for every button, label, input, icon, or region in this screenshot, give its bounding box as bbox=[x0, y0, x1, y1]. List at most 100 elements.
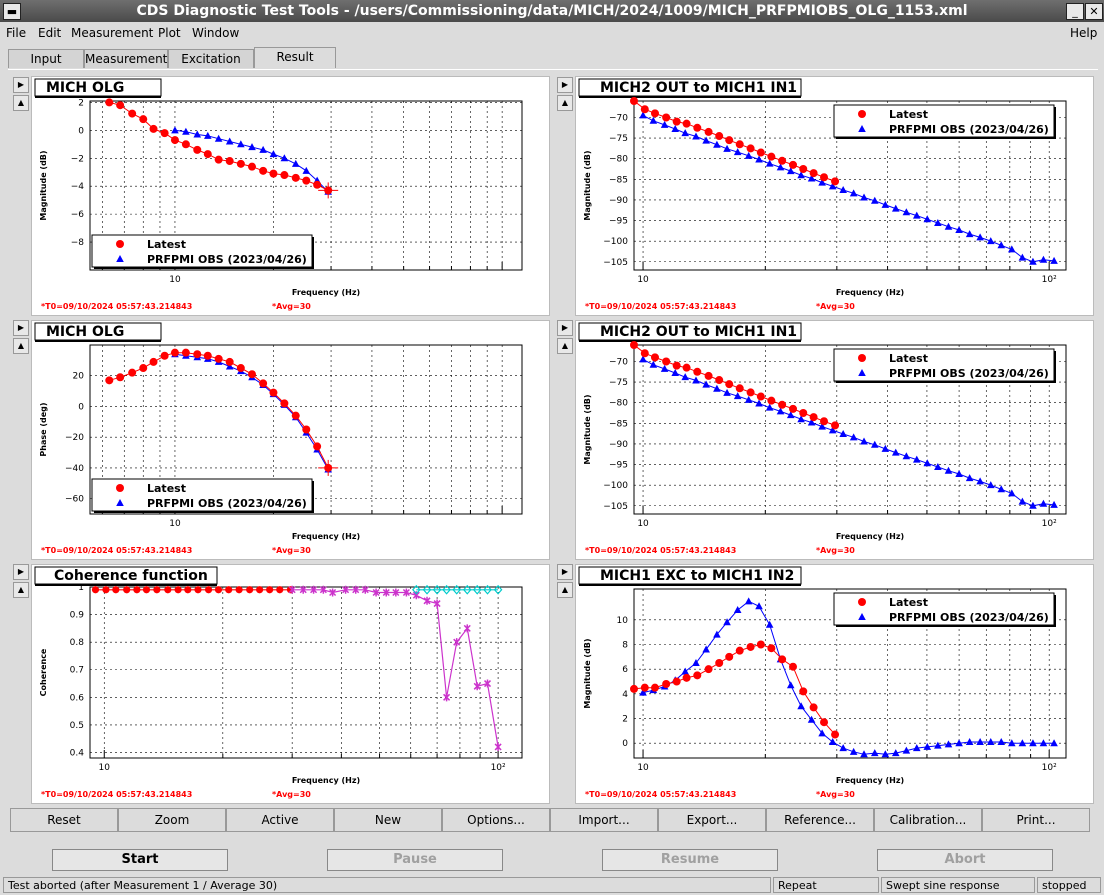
reference-point bbox=[692, 132, 700, 140]
latest-point bbox=[799, 687, 808, 696]
latest-point bbox=[672, 677, 681, 686]
plot4-expand-icon[interactable]: ▶ bbox=[557, 320, 573, 336]
reference-point bbox=[1008, 245, 1016, 253]
legend-shadow bbox=[312, 237, 314, 269]
reference-point bbox=[755, 155, 763, 163]
menu-plot[interactable]: Plot bbox=[158, 26, 181, 40]
reference-series bbox=[639, 597, 1058, 758]
reference-point bbox=[997, 737, 1006, 745]
start-button[interactable]: Start bbox=[52, 849, 228, 871]
active-button[interactable]: Active bbox=[226, 808, 334, 832]
reference-button[interactable]: Reference... bbox=[766, 808, 874, 832]
menu-help[interactable]: Help bbox=[1070, 26, 1098, 40]
plot-mich-olg-phase: 20 0 −20 −40 −60 10 MICH OLG Phase (deg) Frequen… bbox=[34, 322, 523, 555]
plot4-up-icon[interactable]: ▲ bbox=[557, 338, 573, 354]
coherence-point bbox=[361, 585, 369, 594]
latest-point bbox=[170, 136, 179, 145]
plot-mich2-out-mag: −70 −75 −80 −85 −90 −95 −100 −105 10 10² MICH2 OUT… bbox=[578, 78, 1067, 311]
coherence-point bbox=[102, 586, 110, 594]
coherence-point bbox=[493, 584, 503, 595]
reference-point bbox=[1018, 253, 1027, 261]
latest-point bbox=[778, 655, 787, 664]
y-tick-label: 10 bbox=[617, 616, 629, 626]
pause-button[interactable]: Pause bbox=[327, 849, 503, 871]
legend-shadow bbox=[1054, 595, 1056, 627]
new-button[interactable]: New bbox=[334, 808, 442, 832]
latest-point bbox=[725, 380, 734, 389]
latest-point bbox=[809, 703, 818, 712]
y-tick-label: 0 bbox=[622, 739, 628, 749]
tab-input[interactable]: Input bbox=[8, 49, 84, 68]
reference-point bbox=[681, 129, 690, 137]
status-mode: Repeat bbox=[773, 877, 879, 893]
import-button[interactable]: Import... bbox=[550, 808, 658, 832]
plot-frame bbox=[633, 100, 1067, 271]
reference-point bbox=[818, 729, 826, 737]
plot2-up-icon[interactable]: ▲ bbox=[557, 95, 573, 111]
plot-panel-1[interactable]: 2 0 −2 −4 −6 −8 10 MICH OLG Magnitude (dB) Freque… bbox=[31, 76, 550, 316]
y-tick-label: 0 bbox=[78, 126, 84, 136]
latest-point bbox=[778, 156, 787, 165]
tab-result[interactable]: Result bbox=[254, 47, 336, 68]
plot-panel-3[interactable]: 20 0 −20 −40 −60 10 MICH OLG Phase (deg) Frequen… bbox=[31, 320, 550, 560]
latest-series bbox=[105, 348, 339, 476]
print-button[interactable]: Print... bbox=[982, 808, 1090, 832]
plot6-expand-icon[interactable]: ▶ bbox=[557, 564, 573, 580]
resume-button[interactable]: Resume bbox=[602, 849, 778, 871]
reference-point bbox=[965, 230, 974, 238]
options-button[interactable]: Options... bbox=[442, 808, 550, 832]
latest-series bbox=[630, 640, 840, 739]
plot1-up-icon[interactable]: ▲ bbox=[13, 95, 29, 111]
export-button[interactable]: Export... bbox=[658, 808, 766, 832]
plot-title: Coherence function bbox=[54, 568, 208, 584]
coherence-point bbox=[442, 584, 451, 595]
latest-point bbox=[128, 109, 137, 118]
plot5-up-icon[interactable]: ▲ bbox=[13, 582, 29, 598]
plot-panel-2[interactable]: −70 −75 −80 −85 −90 −95 −100 −105 10 10² MICH2 OUT… bbox=[575, 76, 1094, 316]
plot1-expand-icon[interactable]: ▶ bbox=[13, 77, 29, 93]
latest-point bbox=[746, 642, 755, 651]
tab-measurement[interactable]: Measurement bbox=[84, 49, 168, 68]
plot-title-shadow bbox=[579, 96, 801, 98]
menu-window[interactable]: Window bbox=[192, 26, 240, 40]
plot3-up-icon[interactable]: ▲ bbox=[13, 338, 29, 354]
avg-label: *Avg=30 bbox=[272, 302, 311, 311]
status-type: Swept sine response bbox=[881, 877, 1035, 893]
minimize-icon[interactable]: _ bbox=[1066, 3, 1084, 20]
coherence-point bbox=[256, 586, 264, 594]
coherence-point bbox=[422, 584, 432, 595]
reference-point bbox=[681, 667, 690, 675]
plot-panel-5[interactable]: 0.4 0.5 0.6 0.7 0.8 0.9 1 10 10² Coherence functi… bbox=[31, 564, 550, 804]
abort-button[interactable]: Abort bbox=[877, 849, 1053, 871]
close-icon[interactable]: ✕ bbox=[1085, 3, 1103, 20]
coherence-point bbox=[246, 586, 254, 594]
latest-point bbox=[831, 730, 840, 739]
legend-shadow bbox=[1054, 107, 1056, 139]
window-menu-icon[interactable]: ▬ bbox=[3, 3, 21, 20]
reference-point bbox=[849, 189, 858, 197]
plot6-up-icon[interactable]: ▲ bbox=[557, 582, 573, 598]
latest-point bbox=[105, 376, 114, 385]
tab-excitation[interactable]: Excitation bbox=[168, 49, 254, 68]
reference-point bbox=[786, 167, 795, 175]
latest-point bbox=[313, 442, 322, 451]
plot-panel-6[interactable]: 0 2 4 6 8 10 10 10² MICH1 EXC to MICH1 IN2 Magnit… bbox=[575, 564, 1094, 804]
result-area bbox=[8, 69, 1098, 805]
plot3-expand-icon[interactable]: ▶ bbox=[13, 320, 29, 336]
plot2-expand-icon[interactable]: ▶ bbox=[557, 77, 573, 93]
coherence-point bbox=[319, 585, 327, 594]
menu-measurement[interactable]: Measurement bbox=[71, 26, 154, 40]
coherence-point bbox=[433, 599, 441, 608]
avg-label: *Avg=30 bbox=[816, 302, 855, 311]
plot5-expand-icon[interactable]: ▶ bbox=[13, 564, 29, 580]
plot-title-shadow bbox=[35, 584, 217, 586]
menu-edit[interactable]: Edit bbox=[38, 26, 62, 40]
zoom-button[interactable]: Zoom bbox=[118, 808, 226, 832]
reset-button[interactable]: Reset bbox=[10, 808, 118, 832]
plot-panel-4[interactable]: −70 −75 −80 −85 −90 −95 −100 −105 10 10² MICH2 OUT… bbox=[575, 320, 1094, 560]
calibration-button[interactable]: Calibration... bbox=[874, 808, 982, 832]
coherence-point bbox=[133, 586, 141, 594]
latest-point bbox=[248, 162, 257, 171]
menu-file[interactable]: File bbox=[6, 26, 27, 40]
reference-point bbox=[881, 200, 890, 208]
